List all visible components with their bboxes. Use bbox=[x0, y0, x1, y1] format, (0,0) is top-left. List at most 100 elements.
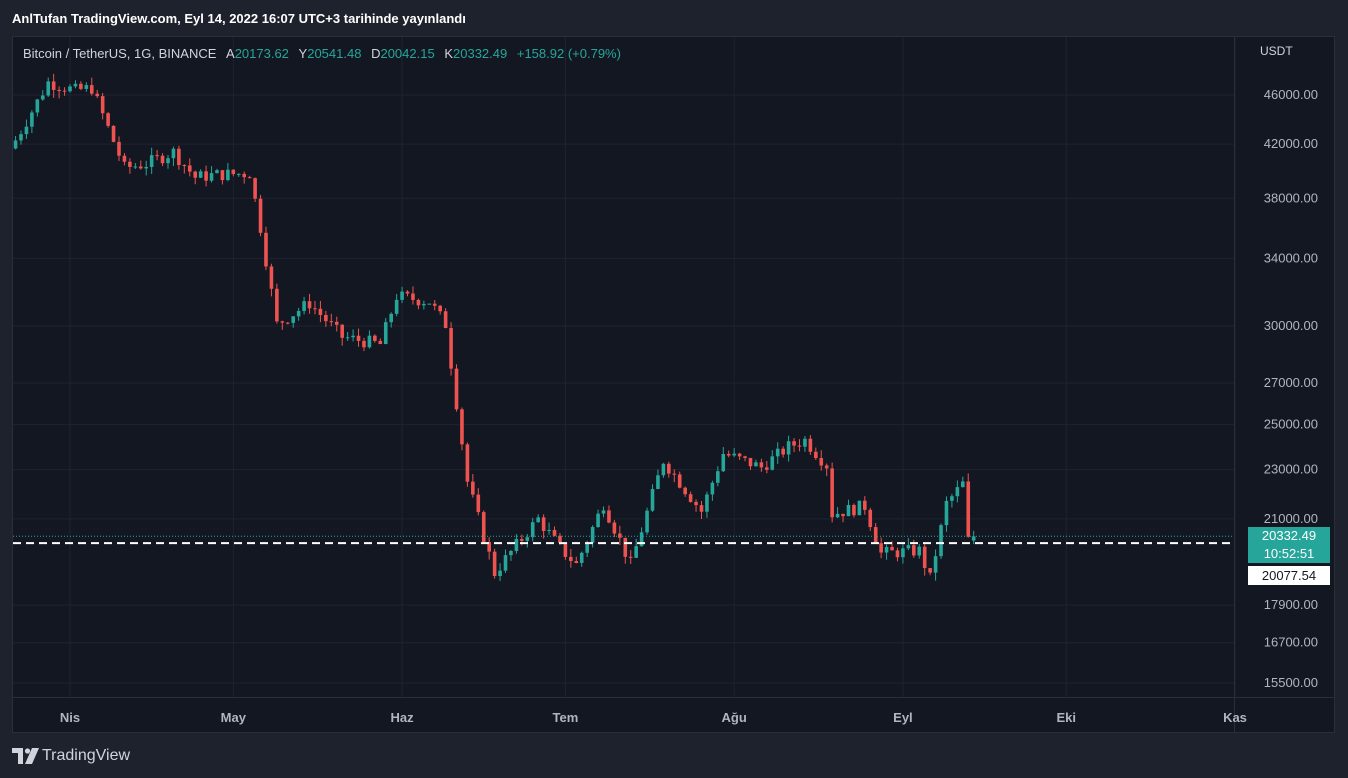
candle-body bbox=[971, 536, 976, 541]
candle-body bbox=[884, 546, 889, 553]
candle-body bbox=[138, 166, 143, 169]
candle-body bbox=[808, 438, 813, 452]
candle-body bbox=[661, 463, 666, 476]
time-tick-label: Ağu bbox=[722, 710, 747, 725]
candle-body bbox=[389, 313, 393, 323]
candle-body bbox=[961, 481, 965, 488]
candle-body bbox=[318, 308, 323, 315]
candle-body bbox=[944, 500, 949, 526]
chart-pane[interactable]: 46000.00 42000.00 38000.00 34000.00 30000.00… bbox=[12, 36, 1335, 733]
candle-body bbox=[699, 505, 704, 512]
candle-body bbox=[253, 178, 257, 199]
candle-body bbox=[895, 550, 900, 558]
candle-body bbox=[770, 456, 775, 470]
tradingview-logo-icon bbox=[12, 748, 39, 764]
candle-body bbox=[35, 99, 40, 113]
candle-body bbox=[612, 522, 617, 534]
candle-body bbox=[607, 510, 611, 523]
candle-body bbox=[84, 85, 89, 89]
candle-body bbox=[155, 155, 159, 157]
candle-body bbox=[830, 468, 834, 518]
candle-body bbox=[634, 546, 638, 558]
candle-body bbox=[443, 311, 448, 329]
candle-body bbox=[422, 303, 426, 306]
candle-body bbox=[345, 337, 350, 339]
candle-body bbox=[411, 293, 415, 300]
candle-body bbox=[835, 513, 840, 518]
candle-body bbox=[710, 482, 715, 495]
candle-body bbox=[536, 517, 540, 523]
candle-body bbox=[552, 529, 557, 536]
candle-body bbox=[285, 322, 290, 324]
candle-body bbox=[852, 504, 856, 516]
candle-body bbox=[19, 134, 23, 141]
candle-body bbox=[383, 322, 388, 345]
candle-body bbox=[258, 198, 263, 233]
candle-body bbox=[819, 458, 824, 466]
candle-body bbox=[628, 556, 633, 558]
symbol-title[interactable]: Bitcoin / TetherUS, 1G, BINANCE bbox=[23, 46, 217, 61]
candle-body bbox=[503, 555, 508, 571]
candle-body bbox=[667, 463, 671, 474]
candle-body bbox=[618, 533, 622, 538]
candle-body bbox=[933, 556, 938, 573]
candle-body bbox=[198, 171, 203, 178]
candle-body bbox=[481, 512, 486, 543]
candle-body bbox=[432, 303, 437, 306]
open-label: A bbox=[226, 46, 235, 61]
candle-body bbox=[732, 453, 736, 456]
price-tick-label: 30000.00 bbox=[1264, 318, 1318, 333]
candle-body bbox=[520, 539, 524, 541]
candle-body bbox=[873, 527, 878, 544]
time-tick-label: Eki bbox=[1056, 710, 1076, 725]
candle-body bbox=[841, 513, 845, 517]
candle-body bbox=[95, 93, 100, 97]
candle-body bbox=[530, 522, 535, 538]
candle-body bbox=[128, 161, 132, 167]
price-tick-label: 46000.00 bbox=[1264, 87, 1318, 102]
candle-body bbox=[890, 546, 894, 551]
candle-body bbox=[378, 340, 383, 345]
candle-body bbox=[242, 173, 247, 178]
candle-body bbox=[362, 340, 366, 348]
candle-body bbox=[792, 441, 796, 446]
candle-body bbox=[68, 86, 72, 92]
candlestick-chart[interactable]: 46000.00 42000.00 38000.00 34000.00 30000.00… bbox=[13, 37, 1334, 732]
candle-body bbox=[596, 513, 600, 528]
candle-body bbox=[939, 525, 943, 557]
candle-body bbox=[400, 291, 404, 300]
candle-body bbox=[683, 487, 687, 495]
candle-body bbox=[868, 509, 873, 528]
candle-body bbox=[743, 456, 747, 458]
price-tick-label: 17900.00 bbox=[1264, 597, 1318, 612]
candle-body bbox=[117, 141, 121, 156]
candle-body bbox=[296, 310, 301, 317]
candle-body bbox=[901, 548, 905, 558]
candle-body bbox=[89, 85, 94, 94]
candle-body bbox=[601, 510, 606, 514]
candle-body bbox=[62, 90, 67, 92]
candle-body bbox=[585, 542, 589, 553]
tradingview-brand[interactable]: TradingView bbox=[42, 747, 131, 764]
candle-body bbox=[879, 543, 883, 553]
candle-body bbox=[656, 475, 660, 490]
candle-body bbox=[857, 500, 862, 516]
candle-body bbox=[677, 474, 682, 488]
candle-body bbox=[966, 481, 971, 537]
candle-body bbox=[759, 462, 764, 468]
candle-body bbox=[307, 301, 312, 309]
last-price-tag: 20332.49 10:52:51 bbox=[1248, 527, 1330, 563]
candle-body bbox=[476, 494, 481, 513]
candle-body bbox=[46, 81, 51, 96]
price-tick-label: 16700.00 bbox=[1264, 635, 1318, 650]
price-tick-label: 25000.00 bbox=[1264, 417, 1318, 432]
candle-body bbox=[814, 451, 818, 459]
candle-body bbox=[824, 465, 829, 469]
candle-body bbox=[427, 303, 432, 305]
candle-body bbox=[269, 266, 274, 289]
candle-body bbox=[111, 125, 116, 142]
candle-body bbox=[950, 496, 954, 501]
candle-body bbox=[803, 438, 807, 447]
candle-body bbox=[40, 95, 45, 100]
close-value: 20332.49 bbox=[453, 46, 508, 61]
